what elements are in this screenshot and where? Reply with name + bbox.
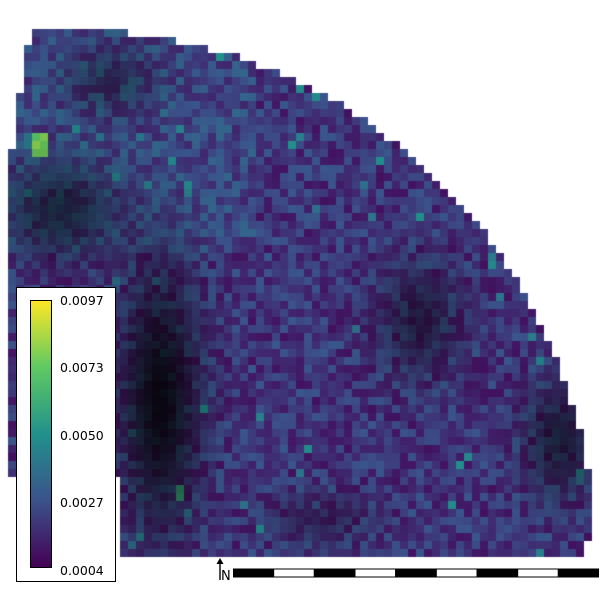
colorbar-tick-min: 0.0004	[60, 562, 104, 578]
colorbar-tick-4: 0.0027	[60, 494, 104, 510]
scale-bar-segment	[354, 568, 397, 578]
colorbar-tick-2: 0.0073	[60, 359, 104, 375]
colorbar-gradient	[30, 300, 52, 568]
scale-bar-segment	[435, 568, 478, 578]
scale-bar-segment	[476, 568, 519, 578]
scale-bar	[233, 568, 599, 578]
colorbar-tick-max: 0.0097	[60, 292, 104, 308]
north-label: N	[221, 569, 230, 582]
scale-bar-segment	[557, 568, 599, 578]
scale-bar-segment	[517, 568, 559, 578]
scale-bar-segment	[395, 568, 437, 578]
colorbar-legend: 0.0097 0.0073 0.0050 0.0027 0.0004	[16, 287, 116, 582]
scale-bar-segment	[313, 568, 356, 578]
scale-bar-segment	[273, 568, 315, 578]
colorbar-tick-3: 0.0050	[60, 427, 104, 443]
north-arrow-icon: N	[216, 558, 230, 582]
scale-bar-segment	[233, 568, 275, 578]
